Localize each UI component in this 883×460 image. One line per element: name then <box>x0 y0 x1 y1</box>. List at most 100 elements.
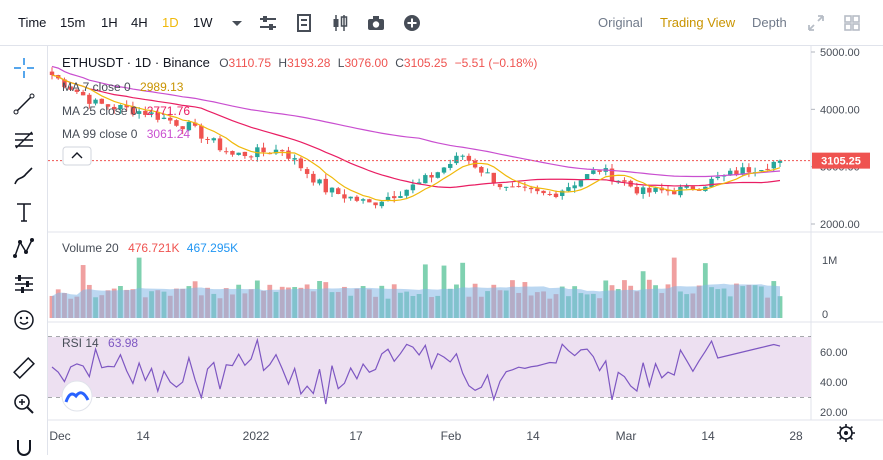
volume-bar <box>410 295 416 318</box>
chevron-up-icon <box>71 152 83 159</box>
add-icon[interactable] <box>402 13 422 33</box>
ma99-value: 3061.24 <box>146 127 191 141</box>
candle-body <box>423 175 428 184</box>
candle-body <box>168 117 173 121</box>
volume-bar <box>553 294 559 318</box>
ma25-value: 2771.76 <box>146 104 191 118</box>
volume-bar <box>696 285 702 318</box>
volume-bar <box>55 289 61 318</box>
candle-body <box>261 147 266 153</box>
candle-body <box>703 186 708 191</box>
crosshair-icon[interactable] <box>12 56 36 80</box>
candle-body <box>466 155 472 161</box>
volume-bar <box>671 257 677 318</box>
volume-bar <box>541 291 546 318</box>
time-button[interactable]: Time <box>18 15 47 30</box>
volume-bar <box>466 296 472 318</box>
volume-bar <box>646 279 652 318</box>
time-tick-label: 14 <box>526 429 540 443</box>
zoom-in-icon[interactable] <box>12 392 36 416</box>
volume-bar <box>578 293 584 318</box>
volume-bar <box>167 295 173 318</box>
interval-1w[interactable]: 1W <box>193 15 213 30</box>
grid-layout-icon[interactable] <box>842 13 862 33</box>
volume-bar <box>659 293 665 318</box>
price-axis: 5000.00 4000.00 3000.00 2000.00 1M 0 60.00 40.0… <box>811 47 860 419</box>
view-original[interactable]: Original <box>598 15 643 30</box>
candle-body <box>298 158 304 169</box>
view-depth[interactable]: Depth <box>752 15 787 30</box>
volume-bar <box>447 288 453 318</box>
volume-bar <box>491 284 497 318</box>
expand-icon[interactable] <box>806 13 826 33</box>
volume-tick-label: 0 <box>822 309 828 321</box>
candle-body <box>248 156 254 158</box>
magnet-icon[interactable] <box>12 436 36 460</box>
candle-body <box>522 186 528 188</box>
time-axis: Dec 14 2022 17 Feb 14 Mar 14 28 <box>49 429 803 443</box>
ruler-icon[interactable] <box>12 356 36 380</box>
candle-type-icon[interactable] <box>330 13 350 33</box>
candle-body <box>99 98 104 104</box>
candle-body <box>721 175 727 177</box>
volume-bar <box>597 298 602 318</box>
open-value: 3110.75 <box>228 56 272 70</box>
interval-4h[interactable]: 4H <box>131 15 148 30</box>
indicators-icon[interactable] <box>294 13 314 33</box>
volume-bar <box>80 265 86 318</box>
candle-body <box>336 188 341 194</box>
candle-body <box>684 185 689 188</box>
chart-grid <box>48 46 883 421</box>
volume-bar <box>236 284 242 318</box>
candle-body <box>317 179 322 184</box>
interval-1h[interactable]: 1H <box>101 15 118 30</box>
volume-bar <box>777 296 783 318</box>
candle-body <box>385 196 391 201</box>
candle-body <box>224 151 229 153</box>
volume-bar <box>360 286 366 318</box>
volume-value-b: 467.295K <box>186 241 239 255</box>
volume-bar <box>292 287 298 318</box>
candle-body <box>460 155 465 157</box>
volume-bar <box>740 286 746 318</box>
interval-1d[interactable]: 1D <box>162 15 179 30</box>
emoji-icon[interactable] <box>12 308 36 332</box>
volume-bar <box>230 294 235 318</box>
symbol-title: ETHUSDT · 1D · Binance <box>62 55 210 70</box>
price-legend: ETHUSDT · 1D · Binance O3110.75 H3193.28… <box>62 55 538 70</box>
price-tick-label: 5000.00 <box>820 47 860 59</box>
pattern-icon[interactable] <box>12 236 36 260</box>
measure-icon[interactable] <box>12 272 36 296</box>
volume-bar <box>124 289 130 318</box>
trend-line-icon[interactable] <box>12 92 36 116</box>
volume-bar <box>379 285 385 318</box>
candle-body <box>236 152 241 155</box>
view-trading-view[interactable]: Trading View <box>660 15 736 30</box>
candle-body <box>765 168 770 170</box>
price-tick-label: 4000.00 <box>820 104 860 116</box>
fib-icon[interactable] <box>12 128 36 152</box>
volume-bar <box>752 285 758 318</box>
rsi-band <box>48 337 811 397</box>
volume-bar <box>615 289 621 318</box>
volume-bar <box>323 282 329 318</box>
settings-sliders-icon[interactable] <box>258 13 278 33</box>
volume-bar <box>111 288 117 318</box>
candle-body <box>435 172 440 178</box>
settings-gear-icon <box>837 424 855 442</box>
candle-body <box>516 186 521 188</box>
candle-body <box>547 194 552 196</box>
interval-15m[interactable]: 15m <box>60 15 86 30</box>
camera-icon[interactable] <box>366 13 386 33</box>
volume-bar <box>665 284 671 318</box>
candle-body <box>771 161 776 169</box>
text-icon[interactable] <box>12 200 36 224</box>
candle-body <box>752 172 758 174</box>
candle-body <box>690 186 696 190</box>
brush-icon[interactable] <box>12 164 36 188</box>
volume-bar <box>584 294 590 318</box>
volume-bar <box>460 262 466 318</box>
candle-body <box>728 170 733 176</box>
volume-bar <box>335 291 341 318</box>
chevron-down-icon[interactable] <box>227 13 247 33</box>
